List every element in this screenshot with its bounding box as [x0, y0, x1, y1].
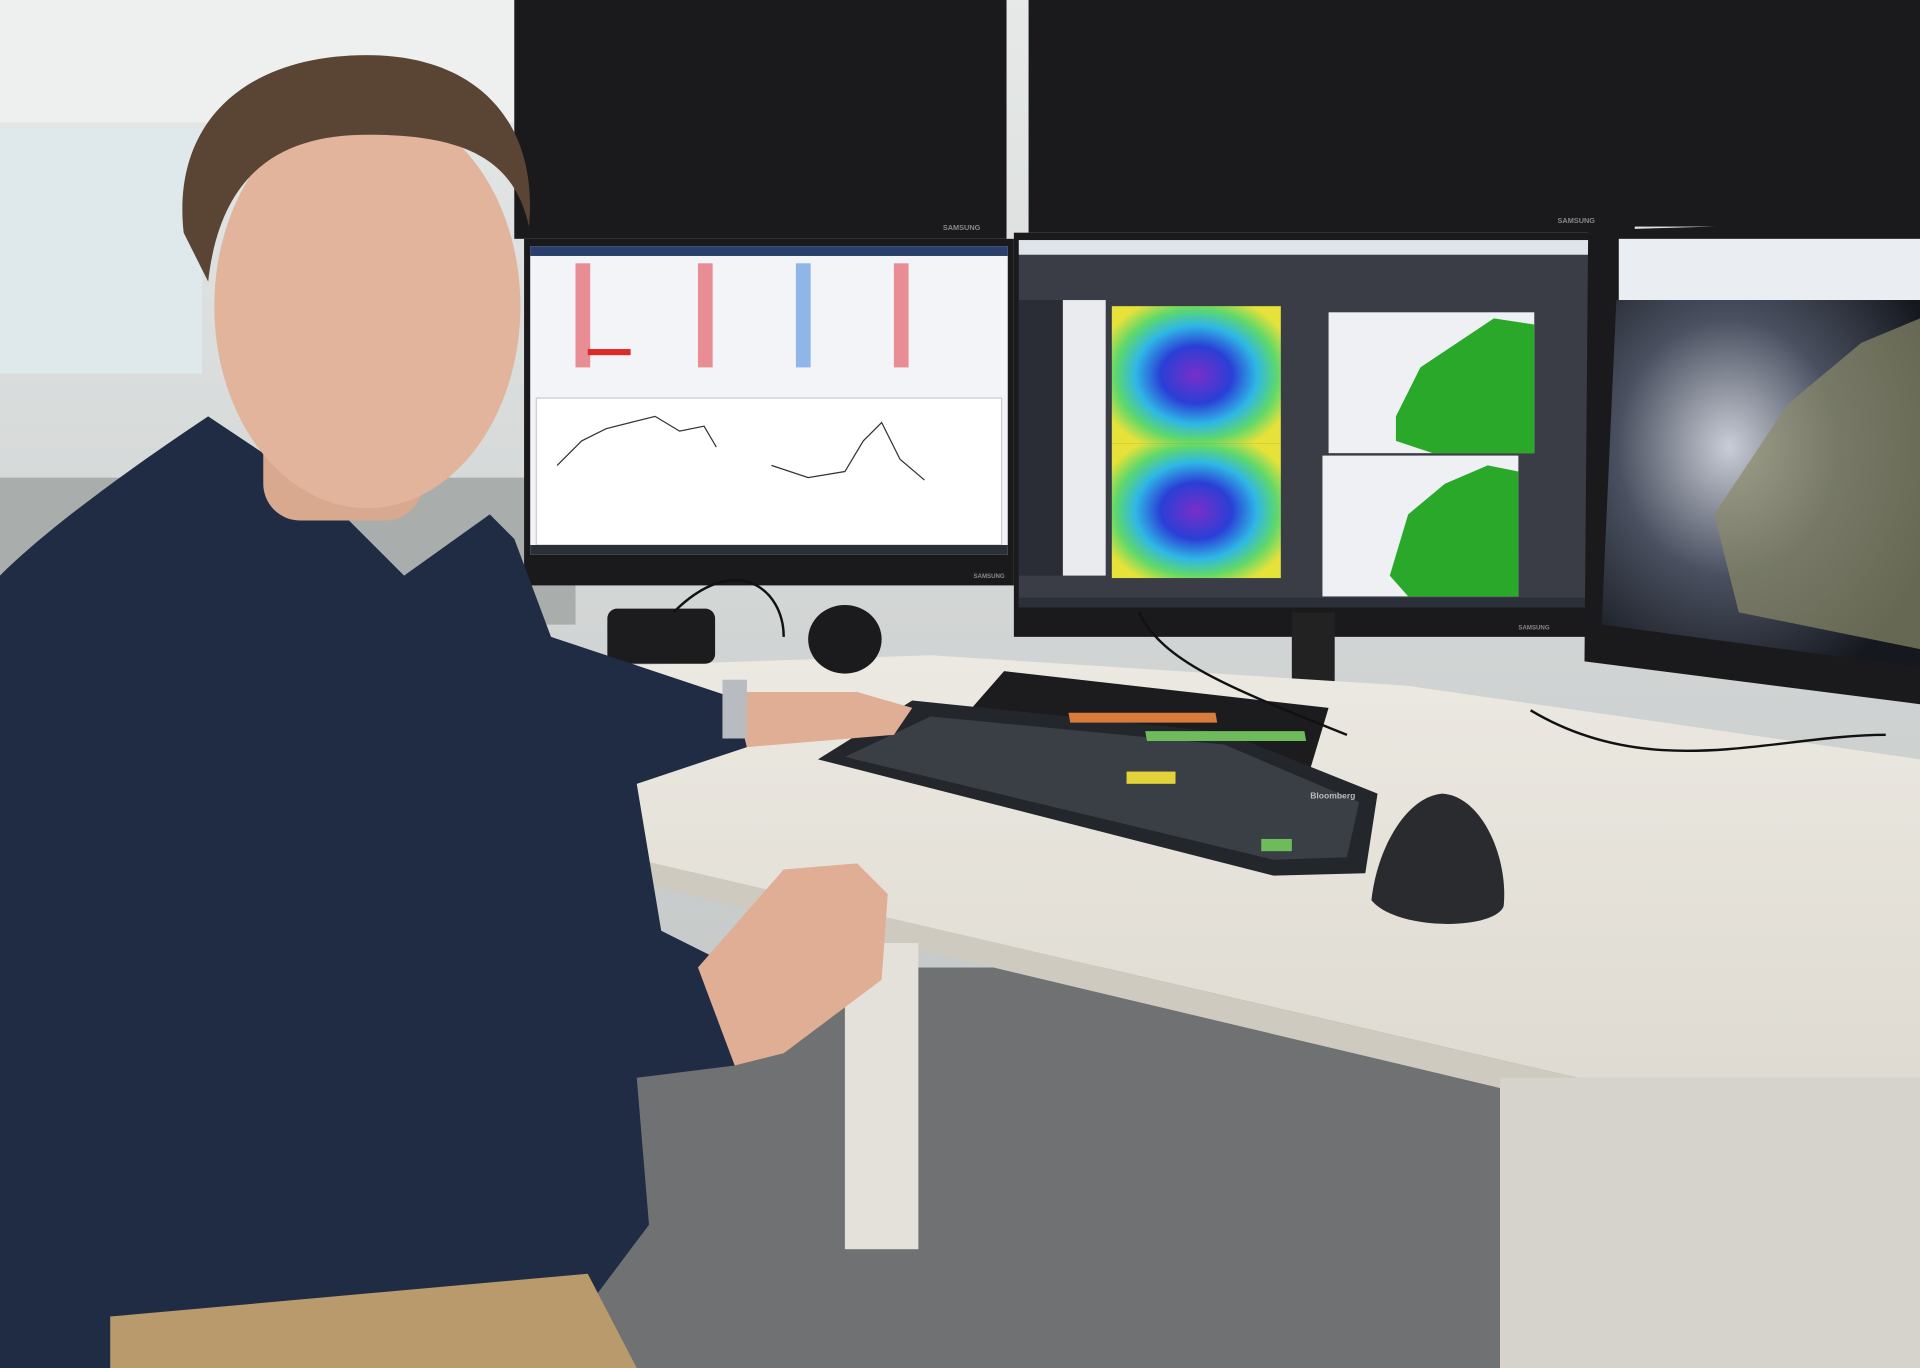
svg-text:SAMSUNG: SAMSUNG [943, 223, 981, 232]
hand-on-keyboard [734, 691, 913, 748]
heatmap-lower [1111, 443, 1281, 579]
hair [182, 55, 531, 282]
vertical-mouse[interactable] [1371, 793, 1505, 924]
top-monitor-middle: SAMSUNG [1028, 0, 1635, 233]
shirt [0, 416, 747, 1368]
svg-text:SAMSUNG: SAMSUNG [1518, 625, 1549, 632]
cables [672, 579, 1886, 752]
hand-on-desk [697, 863, 888, 1066]
bloomberg-keyboard[interactable]: Bloomberg [817, 700, 1378, 876]
svg-text:SAMSUNG: SAMSUNG [1558, 216, 1596, 225]
window [0, 128, 203, 374]
trousers [110, 1273, 637, 1368]
face [214, 104, 521, 509]
svg-text:SAMSUNG: SAMSUNG [973, 573, 1004, 580]
svg-text:Bloomberg: Bloomberg [1310, 791, 1355, 801]
wristwatch [722, 679, 747, 739]
monitor-weather-maps: SAMSUNG [1013, 232, 1607, 699]
top-monitor-left: SAMSUNG [514, 0, 1007, 239]
heatmap-upper [1111, 306, 1281, 444]
person [0, 55, 913, 1368]
monitor-trading-charts: SAMSUNG [524, 238, 1014, 586]
monitor-satellite-view [1584, 220, 1920, 705]
top-monitor-right [1622, 0, 1920, 227]
price-chart-line [771, 421, 925, 481]
drawer-unit [1500, 1077, 1920, 1368]
headphones [808, 605, 882, 674]
speaker-device [607, 608, 716, 664]
price-chart-line [556, 415, 717, 466]
